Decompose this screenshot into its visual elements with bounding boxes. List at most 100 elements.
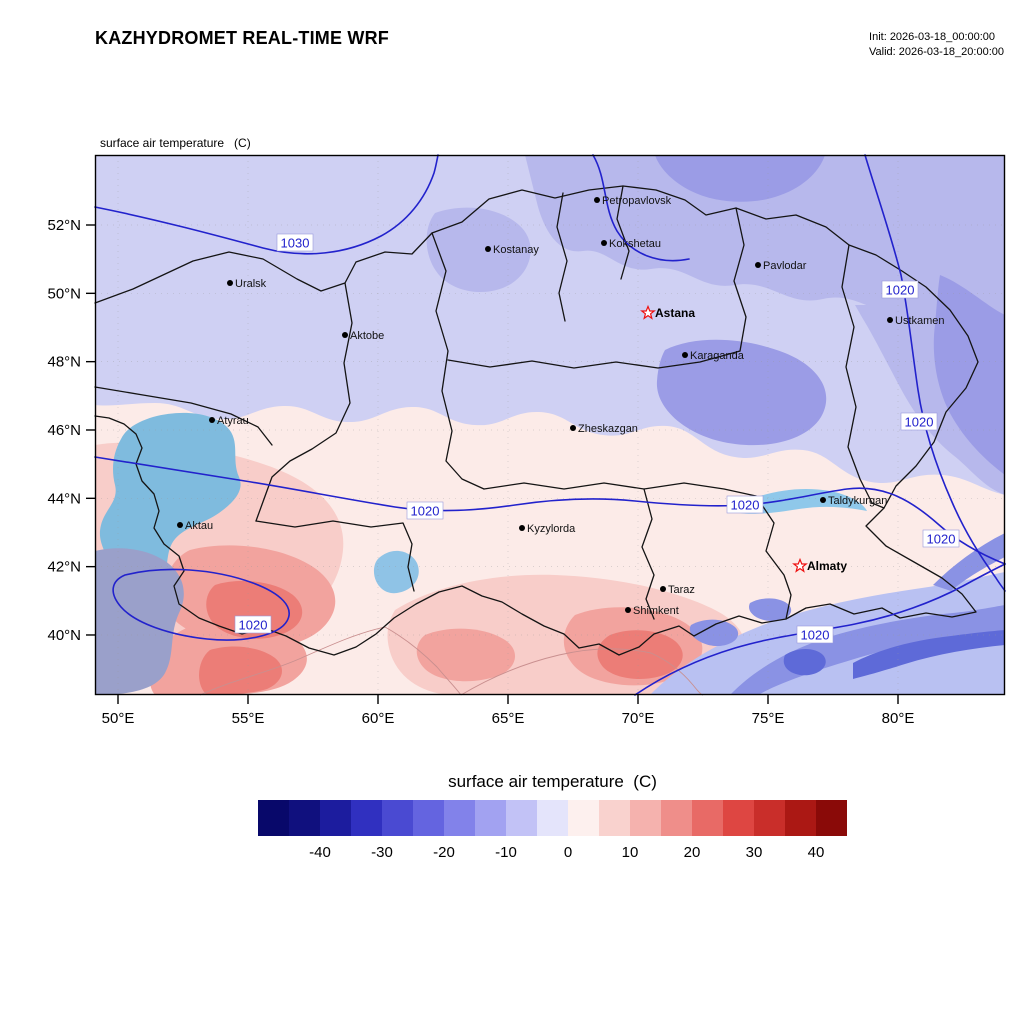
colorbar-cell <box>475 800 506 836</box>
colorbar-tick-label: 10 <box>621 844 639 861</box>
colorbar <box>258 800 847 836</box>
pressure-label-box <box>881 280 919 299</box>
city-label: Zheskazgan <box>578 423 638 435</box>
city-label: Karaganda <box>690 350 745 362</box>
x-axis-label: 65°E <box>492 710 525 727</box>
city-label: Kostanay <box>493 244 539 256</box>
x-axis-label: 55°E <box>232 710 265 727</box>
city-marker <box>594 197 600 203</box>
city-marker <box>625 607 631 613</box>
pressure-label-box <box>796 625 834 644</box>
pressure-label: 1020 <box>905 415 934 430</box>
colorbar-ticks: -40 -30 -20 -10 0 10 20 30 40 <box>258 844 847 864</box>
pressure-label-box <box>234 615 272 634</box>
water-bodies <box>95 412 867 695</box>
y-axis-label: 44°N <box>47 490 81 507</box>
run-timestamps: Init: 2026-03-18_00:00:00 Valid: 2026-03… <box>869 30 1004 60</box>
colorbar-tick-label: 40 <box>807 844 825 861</box>
pressure-contour-labels: 1030 1020 1020 1020 1020 1020 1020 1020 <box>234 233 960 644</box>
temperature-field-label: surface air temperature (C) <box>100 136 251 150</box>
colorbar-cell <box>537 800 568 836</box>
pressure-label: 1030 <box>281 236 310 251</box>
y-axis-label: 46°N <box>47 422 81 439</box>
y-axis-label: 42°N <box>47 559 81 576</box>
city-marker <box>177 522 183 528</box>
city-marker <box>519 525 525 531</box>
city-label: Pavlodar <box>763 260 807 272</box>
colorbar-cell <box>599 800 630 836</box>
city-label: Aktau <box>185 520 213 532</box>
city-label: Atyrau <box>217 415 249 427</box>
capital-label: Astana <box>655 306 695 320</box>
colorbar-cell <box>413 800 444 836</box>
pressure-label: 1020 <box>411 504 440 519</box>
colorbar-cell <box>754 800 785 836</box>
x-axis-label: 70°E <box>622 710 655 727</box>
pressure-label: 1020 <box>927 532 956 547</box>
pressure-label-box <box>900 412 938 431</box>
pressure-label: 1020 <box>886 283 915 298</box>
colorbar-tick-label: -30 <box>371 844 393 861</box>
city-label: Taraz <box>668 584 695 596</box>
colorbar-cell <box>785 800 816 836</box>
map-frame <box>94 154 1006 696</box>
colorbar-cell <box>723 800 754 836</box>
colorbar-cell <box>351 800 382 836</box>
city-label: Taldykurgan <box>828 495 887 507</box>
region-borders <box>94 185 979 656</box>
colorbar-cell <box>692 800 723 836</box>
city-marker <box>660 586 666 592</box>
city-marker <box>755 262 761 268</box>
lake-balkhash <box>732 488 867 514</box>
colorbar-tick-label: -10 <box>495 844 517 861</box>
city-marker <box>887 317 893 323</box>
temperature-shading <box>95 155 1005 695</box>
colorbar-cell <box>382 800 413 836</box>
colorbar-tick-label: -40 <box>309 844 331 861</box>
colorbar-cell <box>661 800 692 836</box>
capital-star-icon <box>792 557 808 573</box>
colorbar-cell <box>816 800 847 836</box>
aral-sea <box>373 550 419 594</box>
city-marker <box>227 280 233 286</box>
capital-markers: Astana Almaty <box>640 304 847 573</box>
x-axis-label: 50°E <box>102 710 135 727</box>
y-axis-label: 52°N <box>47 217 81 234</box>
latitude-axis: 52°N 50°N 48°N 46°N 44°N 42°N 40°N <box>47 217 95 644</box>
colorbar-cell <box>506 800 537 836</box>
weather-map: 1030 1020 1020 1020 1020 1020 1020 1020 Petropa… <box>47 154 1006 727</box>
pressure-label: 1020 <box>239 618 268 633</box>
city-label: Kyzylorda <box>527 523 576 535</box>
x-axis-label: 60°E <box>362 710 395 727</box>
city-marker <box>570 425 576 431</box>
city-markers: Petropavlovsk Kostanay Kokshetau Pavlodar Ur… <box>177 195 945 617</box>
colorbar-cell <box>258 800 289 836</box>
city-label: Shimkent <box>633 605 679 617</box>
city-marker <box>820 497 826 503</box>
x-axis-label: 75°E <box>752 710 785 727</box>
colorbar-tick-label: 0 <box>563 844 573 861</box>
city-label: Uralsk <box>235 278 267 290</box>
longitude-axis: 50°E 55°E 60°E 65°E 70°E 75°E 80°E <box>102 695 915 727</box>
y-axis-label: 48°N <box>47 354 81 371</box>
colorbar-title: surface air temperature (C) <box>448 772 657 791</box>
city-marker <box>601 240 607 246</box>
city-label: Petropavlovsk <box>602 195 672 207</box>
colorbar-cell <box>630 800 661 836</box>
city-label: Kokshetau <box>609 238 661 250</box>
city-marker <box>682 352 688 358</box>
cool-gray-corner <box>95 548 184 695</box>
init-time: Init: 2026-03-18_00:00:00 <box>869 31 996 43</box>
colorbar-tick-label: 30 <box>745 844 763 861</box>
x-axis-label: 80°E <box>882 710 915 727</box>
city-marker <box>209 417 215 423</box>
pressure-label: 1020 <box>801 628 830 643</box>
page-title: KAZHYDROMET REAL-TIME WRF <box>95 28 389 48</box>
city-label: Ustkamen <box>895 315 945 327</box>
city-marker <box>342 332 348 338</box>
colorbar-cell <box>444 800 475 836</box>
pressure-label-box <box>922 529 960 548</box>
pressure-label-box <box>276 233 314 252</box>
y-axis-label: 40°N <box>47 627 81 644</box>
